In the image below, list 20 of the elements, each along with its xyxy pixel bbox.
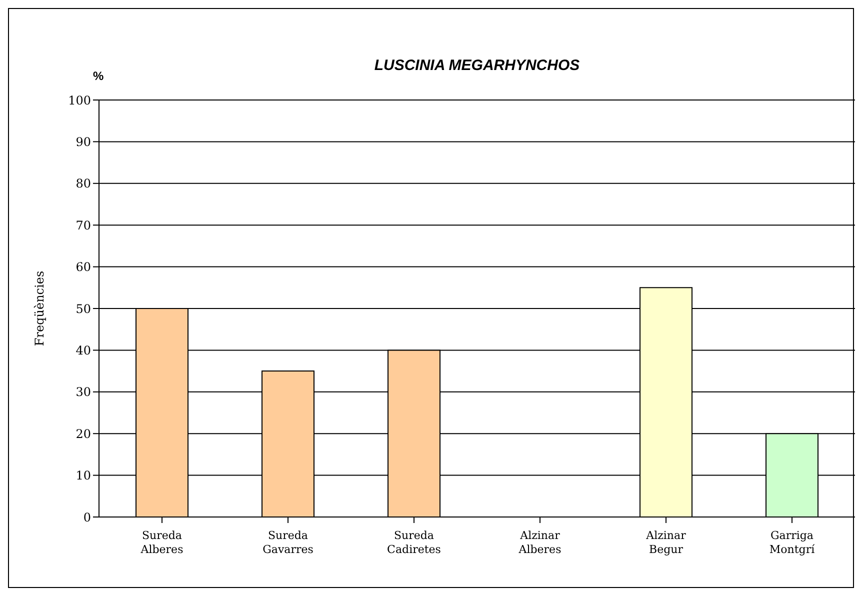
x-tick-label: Sureda Alberes (140, 529, 184, 556)
y-tick-label: 40 (76, 343, 91, 358)
y-tick-label: 60 (76, 260, 91, 274)
x-tick-label: Garriga Montgrí (769, 529, 816, 556)
y-tick-label: 30 (76, 385, 91, 400)
x-tick-label: Sureda Cadiretes (387, 529, 442, 556)
x-tick-label: Alzinar Begur (645, 529, 687, 556)
y-tick-label: 100 (68, 93, 91, 108)
y-tick-label: 20 (76, 426, 91, 441)
y-axis-title: Freqüències (32, 270, 46, 346)
y-tick-label: 80 (76, 176, 91, 191)
y-tick-label: 70 (76, 218, 91, 232)
x-tick-label: Alzinar Alberes (518, 529, 562, 556)
x-tick-label: Sureda Gavarres (262, 529, 314, 556)
y-tick-label: 10 (76, 468, 91, 483)
y-tick-label: 0 (83, 510, 91, 524)
y-tick-label: 50 (76, 302, 91, 316)
y-tick-label: 90 (76, 134, 91, 149)
text: % (93, 69, 104, 83)
chart-title: LUSCINIA MEGARHYNCHOS (374, 57, 580, 74)
